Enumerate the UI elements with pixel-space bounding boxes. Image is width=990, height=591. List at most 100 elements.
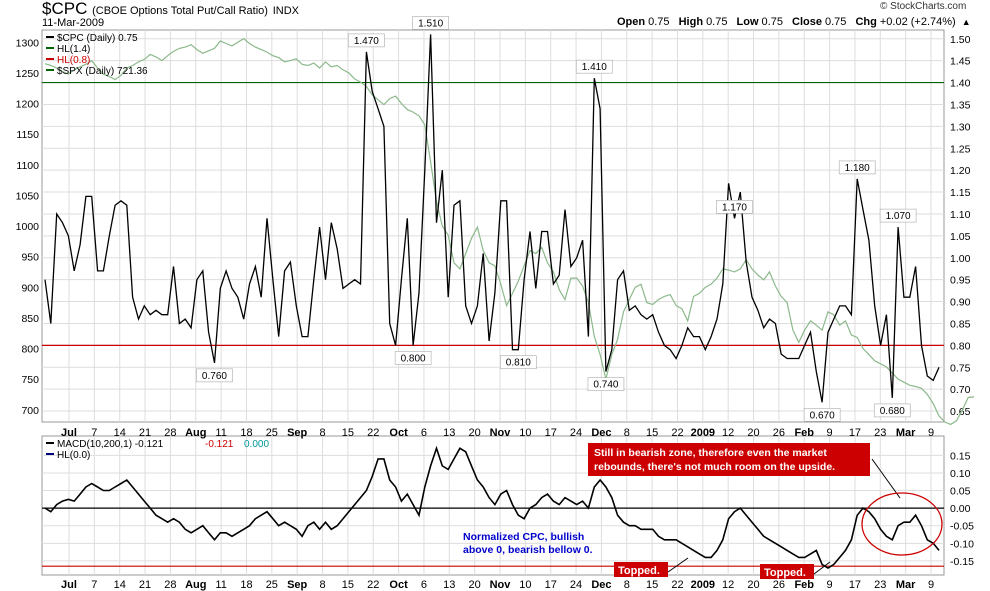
price-x-tick-label: 17 [849,427,861,439]
macd-series-line [44,445,940,569]
value-label: 1.470 [354,36,379,47]
price-x-tick-label: Aug [185,427,206,439]
price-legend-entry: HL(1.4) [57,44,90,55]
price-y-left-tick-label: 1300 [16,37,40,49]
value-label-box [587,377,625,391]
macd-x-tick-label: 23 [874,579,886,591]
price-y-left-tick-label: 1000 [16,221,40,233]
price-y-left-tick-label: 750 [21,374,39,386]
macd-x-tick-label: 20 [469,579,481,591]
price-x-tick-label: 15 [646,427,658,439]
value-label-box [838,160,876,175]
macd-x-tick-label: 26 [773,579,785,591]
value-label: 1.180 [845,163,870,174]
price-y-left-tick-label: 1150 [16,129,39,141]
red-note-line1: Still in bearish zone, therefore even th… [594,447,827,459]
macd-legend-entry: MACD(10,200,1) -0.121 [57,439,164,450]
value-label: 0.800 [401,353,426,364]
macd-x-tick-label: Jul [61,579,77,591]
macd-y-tick-label: -0.10 [950,538,974,550]
price-x-tick-label: Dec [591,427,611,439]
symbol-name: (CBOE Options Total Put/Call Ratio) [92,5,268,17]
macd-legend-signal: -0.121 [205,439,234,450]
macd-x-tick-label: 18 [240,579,252,591]
close-value: 0.75 [825,16,847,28]
topped-label-box-1 [614,562,668,577]
price-x-tick-label: 12 [722,427,734,439]
red-note-line2: rebounds, there's not much room on the u… [594,461,835,473]
price-y-right-tick-label: 1.15 [950,187,971,199]
macd-x-tick-label: 10 [519,579,531,591]
price-x-tick-label: 25 [266,427,278,439]
macd-x-tick-label: Dec [591,579,611,591]
open-label: Open [617,16,646,28]
macd-x-tick-label: Mar [896,579,916,591]
macd-x-tick-label: 24 [570,579,582,591]
macd-x-tick-label: 6 [421,579,427,591]
price-x-tick-label: 23 [874,427,886,439]
value-label-box [575,59,613,74]
high-value: 0.75 [706,16,728,28]
price-x-tick-label: Feb [794,427,814,439]
macd-x-tick-label: Sep [287,579,307,591]
macd-y-tick-label: 0.15 [950,450,971,462]
collapse-triangle-icon[interactable]: ▲ [961,17,971,27]
macd-x-tick-label: 2009 [691,579,715,591]
exchange: INDX [272,5,299,17]
price-legend-entry: $CPC (Daily) 0.75 [57,33,138,44]
open-value: 0.75 [648,16,670,28]
price-legend-entry: HL(0.8) [57,55,90,66]
price-y-left-tick-label: 1100 [16,160,39,172]
value-label-box [196,368,233,383]
price-x-tick-label: Mar [896,427,916,439]
price-x-tick-label: 26 [773,427,785,439]
topped-label-box-2 [760,564,814,579]
price-x-tick-label: 21 [139,427,151,439]
stockcharts-credit: © StockCharts.com [880,1,967,12]
price-y-right-tick-label: 0.70 [950,384,971,396]
chg-label: Chg [855,16,877,28]
macd-x-tick-label: 21 [139,579,151,591]
price-x-tick-label: 13 [443,427,455,439]
value-label-box [803,407,841,422]
macd-x-tick-label: Aug [185,579,206,591]
price-x-tick-label: 22 [367,427,379,439]
value-label-box [879,208,917,223]
topped-pointer-2 [813,561,831,575]
value-label: 1.070 [886,211,911,222]
value-label: 0.680 [880,406,905,417]
value-label-box [412,16,449,30]
macd-x-tick-label: Oct [389,579,408,591]
blue-note-line2: above 0, bearish bellow 0. [463,544,593,556]
value-label: 1.510 [418,18,443,29]
macd-x-tick-label: Feb [794,579,814,591]
price-y-right-tick-label: 1.10 [950,209,971,221]
value-label: 1.170 [722,202,747,213]
macd-y-tick-label: 0.10 [950,468,971,480]
price-x-tick-label: 9 [928,427,934,439]
price-x-tick-label: 20 [469,427,481,439]
value-label-box [394,351,432,365]
macd-x-tick-label: 22 [671,579,683,591]
value-label: 1.410 [582,62,607,73]
macd-x-tick-label: 9 [827,579,833,591]
macd-y-tick-label: -0.15 [950,556,974,568]
price-y-right-tick-label: 1.30 [950,121,971,133]
price-x-tick-label: Nov [490,427,512,439]
price-x-tick-label: 14 [114,427,126,439]
price-y-left-tick-label: 1200 [16,99,40,111]
macd-x-tick-label: 20 [747,579,759,591]
macd-x-tick-label: 15 [342,579,354,591]
price-y-left-tick-label: 950 [21,252,39,264]
red-note-box [588,443,870,476]
chg-value: +0.02 (+2.74%) [879,16,956,28]
chart-title: $CPC (CBOE Options Total Put/Call Ratio)… [42,0,299,19]
macd-x-tick-label: 17 [849,579,861,591]
price-x-tick-label: 15 [342,427,354,439]
ohlc-readout: Open 0.75 High 0.75 Low 0.75 Close 0.75 Chg +… [611,16,971,28]
macd-y-tick-label: -0.05 [950,521,974,533]
macd-legend-hist: 0.000 [244,439,269,450]
price-y-right-tick-label: 1.35 [950,99,971,111]
macd-x-tick-label: 7 [91,579,97,591]
